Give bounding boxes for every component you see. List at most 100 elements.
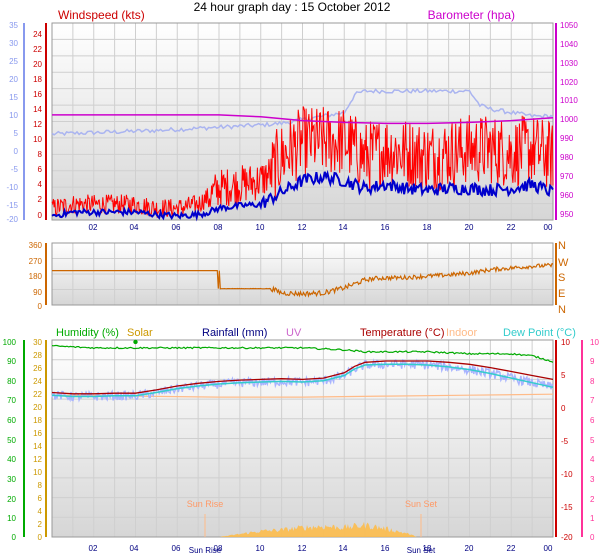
tick-label: 8 — [590, 377, 595, 386]
tick-label: 08 — [214, 223, 223, 232]
tick-label: 06 — [172, 544, 181, 553]
tick-label: 8 — [38, 150, 43, 159]
tick-label: -10 — [6, 183, 18, 192]
tick-label: 70 — [7, 396, 16, 405]
right-ticks: N W S E N — [558, 240, 569, 316]
tick-label: 0 — [590, 533, 595, 542]
left-axis-label: Windspeed (kts) — [58, 8, 145, 22]
tick-label: 10 — [7, 514, 16, 523]
tick-label: -20 — [561, 533, 573, 542]
tick-label: 4 — [38, 180, 43, 189]
tick-label: 04 — [130, 223, 139, 232]
tick-label: S — [558, 272, 565, 284]
tick-label: 60 — [7, 416, 16, 425]
tick-label: 28 — [33, 351, 42, 360]
x-ticks: 02 04 06 08 10 12 14 16 18 20 22 00 — [89, 544, 553, 553]
tick-label: 1050 — [560, 21, 578, 30]
tick-label: 16 — [381, 544, 390, 553]
sunrise-label: Sun Rise — [187, 499, 224, 509]
tick-label: 24 — [33, 377, 42, 386]
tick-label: 16 — [33, 90, 42, 99]
tick-label: 00 — [544, 223, 553, 232]
wind-baro-panel: Windspeed (kts) Barometer (hpa) 35 30 25… — [6, 8, 578, 232]
plot-frame — [51, 242, 554, 306]
tick-label: 14 — [339, 223, 348, 232]
tick-label: 2 — [38, 520, 43, 529]
wind-avg-line — [51, 169, 554, 222]
tick-label: 270 — [29, 257, 43, 266]
tick-label: 20 — [33, 403, 42, 412]
tick-label: E — [558, 288, 565, 300]
tick-label: 35 — [9, 21, 18, 30]
tick-label: 26 — [33, 364, 42, 373]
tick-label: 04 — [130, 544, 139, 553]
tick-label: 6 — [590, 416, 595, 425]
tick-label: 14 — [339, 544, 348, 553]
tick-label: 18 — [423, 223, 432, 232]
tick-label: -15 — [6, 201, 18, 210]
legend-dew-point: Dew Point (°C) — [503, 327, 576, 339]
chart-title: 24 hour graph day : 15 October 2012 — [194, 0, 391, 14]
tick-label: N — [558, 240, 566, 252]
tick-label: 990 — [560, 134, 574, 143]
tick-label: 5 — [561, 371, 566, 380]
tick-label: 4 — [38, 507, 43, 516]
tick-label: 10 — [561, 338, 570, 347]
tick-label: 14 — [33, 442, 42, 451]
humidity-line — [51, 344, 554, 363]
tick-label: 1 — [590, 514, 595, 523]
tick-label: -20 — [6, 215, 18, 224]
outer-left-ticks: 100 90 80 70 60 50 40 30 20 10 0 — [3, 338, 17, 542]
tick-label: 18 — [33, 75, 42, 84]
legend-solar: Solar — [127, 327, 153, 339]
tick-label: 40 — [7, 455, 16, 464]
tick-label: 20 — [465, 223, 474, 232]
tick-label: W — [558, 257, 569, 269]
solar-dot — [133, 339, 138, 345]
tick-label: 9 — [590, 357, 595, 366]
legend-indoor: Indoor — [446, 327, 478, 339]
tick-label: 10 — [33, 135, 42, 144]
tick-label: 5 — [14, 129, 19, 138]
right-axis-label: Barometer (hpa) — [428, 8, 515, 22]
temperature-line — [51, 360, 554, 395]
tick-label: 1000 — [560, 115, 578, 124]
tick-label: 100 — [3, 338, 17, 347]
tick-label: 6 — [38, 494, 43, 503]
tick-label: 06 — [172, 223, 181, 232]
tick-label: 1020 — [560, 78, 578, 87]
tick-label: 90 — [33, 288, 42, 297]
tick-label: 12 — [298, 544, 307, 553]
tick-label: 20 — [33, 60, 42, 69]
tick-label: 360 — [29, 241, 43, 250]
left-ticks: 24 22 20 18 16 14 12 10 8 6 4 2 0 — [33, 30, 42, 220]
tick-label: 2 — [38, 195, 43, 204]
tick-label: 22 — [507, 544, 516, 553]
tick-label: 10 — [9, 111, 18, 120]
temp-humidity-series — [51, 339, 554, 537]
dewpoint-line — [51, 363, 554, 398]
tick-label: 0 — [38, 211, 43, 220]
tick-label: 2 — [590, 495, 595, 504]
legend-humidity: Humidity (%) — [56, 327, 119, 339]
gridlines — [52, 23, 553, 220]
tick-label: 18 — [33, 416, 42, 425]
tick-label: 970 — [560, 172, 574, 181]
tick-label: 0 — [38, 533, 43, 542]
tick-label: 02 — [89, 223, 98, 232]
tick-label: 80 — [7, 377, 16, 386]
wind-direction-series — [52, 262, 554, 298]
tick-label: 20 — [7, 495, 16, 504]
tick-label: 30 — [33, 338, 42, 347]
tick-label: 02 — [89, 544, 98, 553]
barometer-line — [52, 114, 554, 125]
tick-label: 0 — [561, 404, 566, 413]
tick-label: 980 — [560, 153, 574, 162]
tick-label: 3 — [590, 475, 595, 484]
tick-label: 22 — [33, 45, 42, 54]
tick-label: 18 — [423, 544, 432, 553]
tick-label: 24 — [33, 30, 42, 39]
tick-label: 6 — [38, 165, 43, 174]
tick-label: 14 — [33, 105, 42, 114]
